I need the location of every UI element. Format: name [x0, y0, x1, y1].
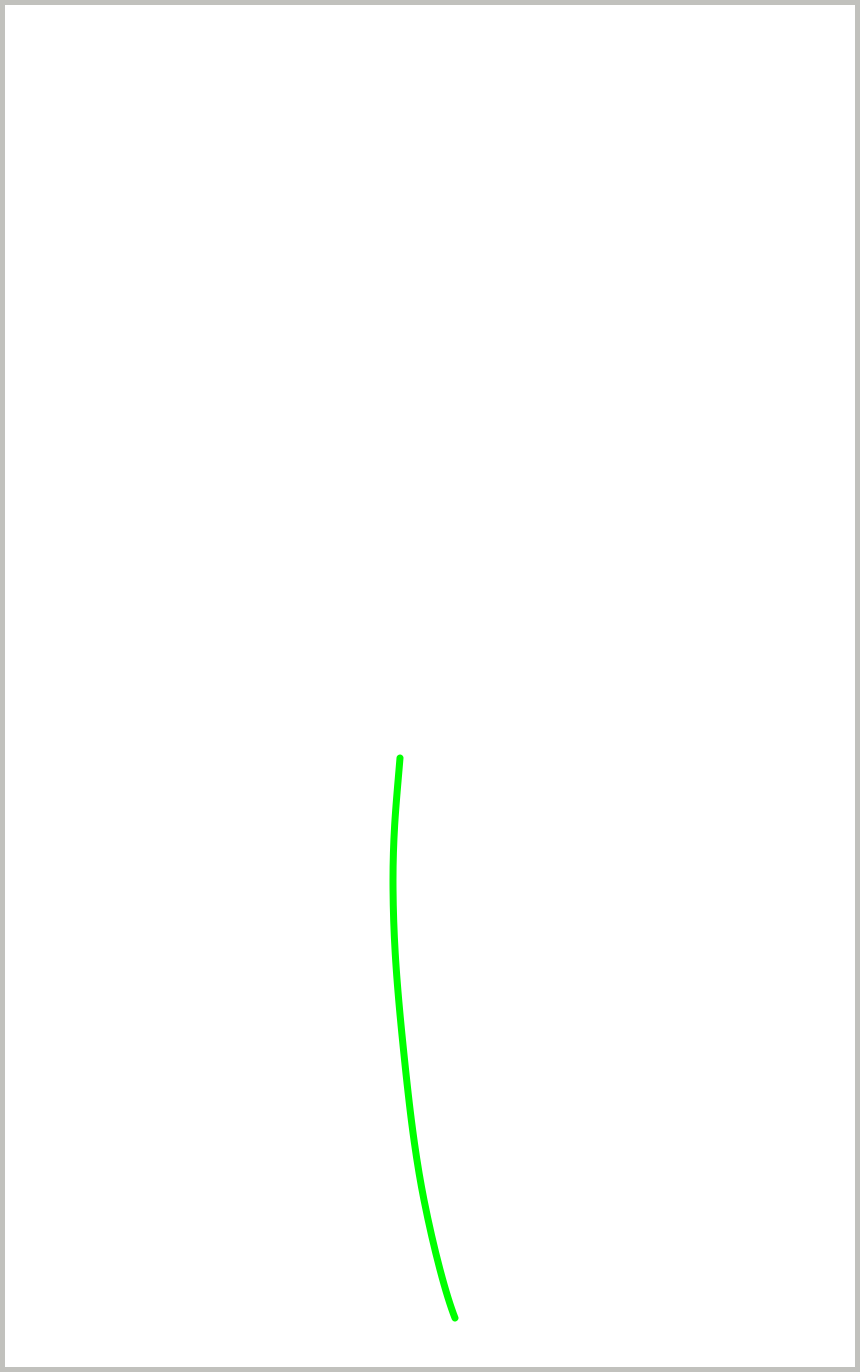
green-freehand-stroke: [389, 754, 459, 1322]
